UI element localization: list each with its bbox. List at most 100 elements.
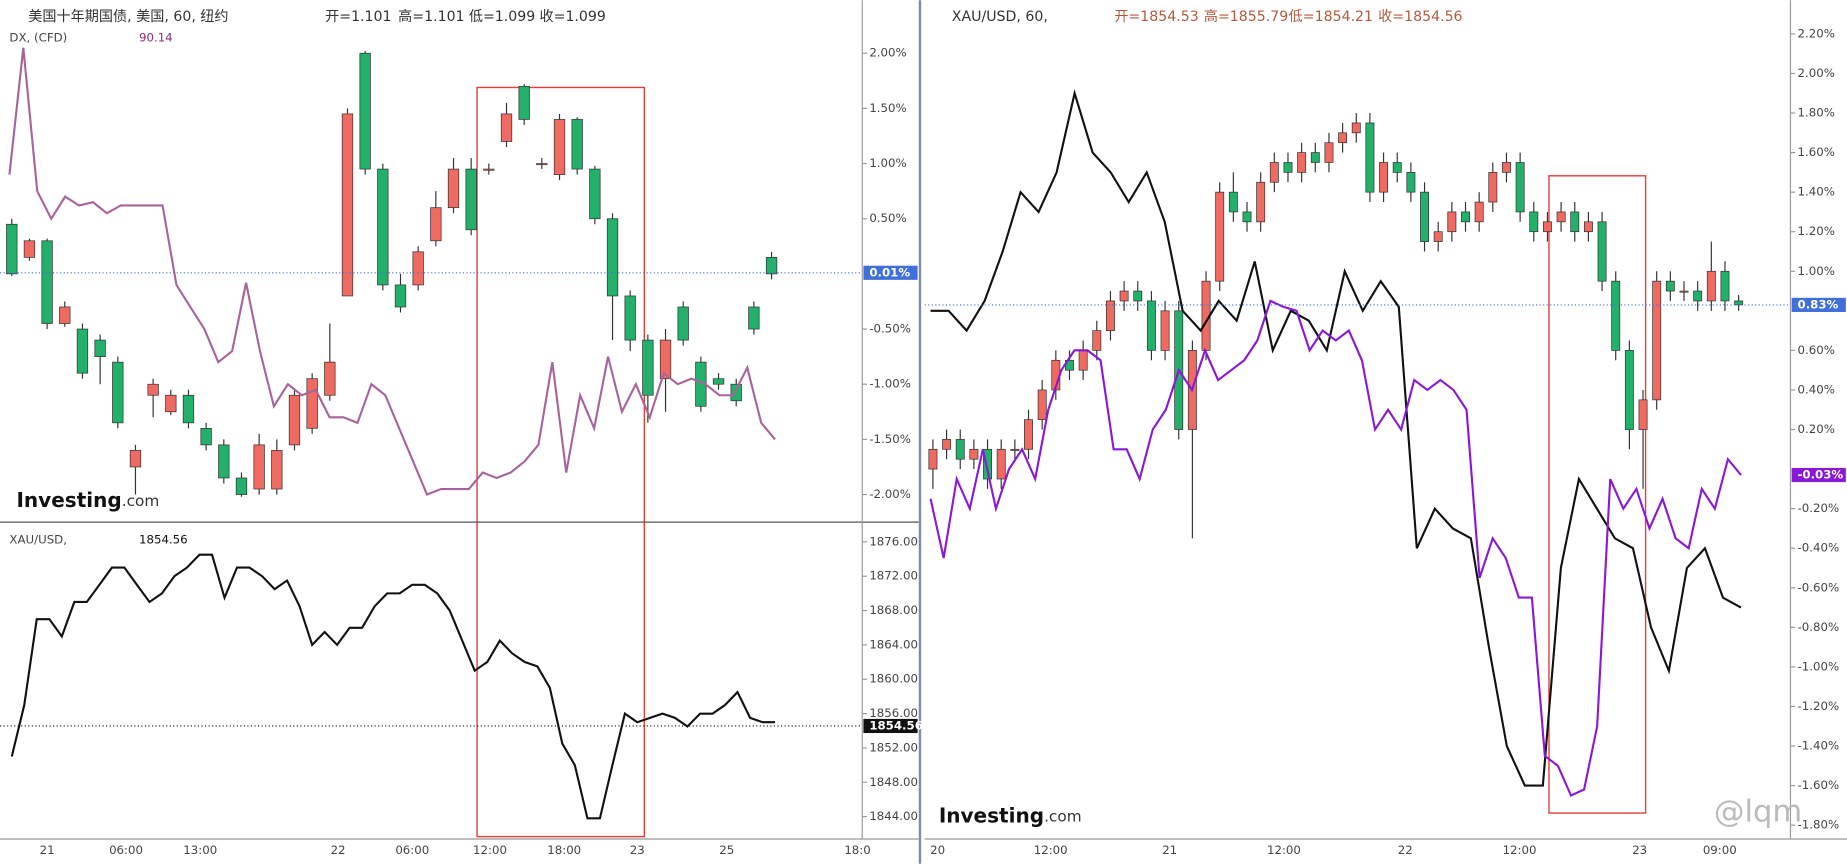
series-line bbox=[10, 553, 776, 820]
logo-main: Investing bbox=[939, 803, 1044, 827]
y-tick-label: 1860.00 bbox=[869, 672, 918, 686]
y-tick-label: 1844.00 bbox=[869, 809, 918, 823]
y-tick-label: 1852.00 bbox=[869, 740, 918, 754]
x-tick-label: 21 bbox=[40, 843, 55, 857]
series-value: 1854.56 bbox=[139, 532, 188, 546]
candle-body bbox=[1693, 290, 1703, 302]
candle-body bbox=[1297, 152, 1307, 173]
y-tick-label: 1864.00 bbox=[869, 637, 918, 651]
y-tick-label: 2.00% bbox=[869, 46, 906, 60]
ohlc: 开=1.101 bbox=[325, 9, 391, 25]
y-tick-label: -0.80% bbox=[1798, 620, 1840, 634]
candle-body bbox=[94, 339, 106, 357]
candle-body bbox=[1133, 290, 1143, 302]
candle-body bbox=[1706, 270, 1716, 302]
last-value-label: -0.03% bbox=[1798, 468, 1844, 482]
candle-body bbox=[1256, 181, 1266, 223]
y-tick-label: -1.00% bbox=[1798, 659, 1840, 673]
candle-body bbox=[447, 168, 460, 209]
candle-body bbox=[1283, 162, 1293, 173]
logo-suffix: .com bbox=[122, 491, 160, 509]
y-tick-label: -1.50% bbox=[869, 432, 911, 446]
candle-body bbox=[1583, 221, 1593, 233]
series-line bbox=[8, 47, 776, 496]
candle-body bbox=[642, 339, 654, 396]
candle-body bbox=[553, 119, 566, 175]
ohlc: 收=1.099 bbox=[539, 9, 605, 25]
candle-body bbox=[112, 361, 124, 424]
x-tick-label: 20 bbox=[930, 843, 945, 857]
candle-body bbox=[983, 448, 992, 480]
candle-body bbox=[1160, 310, 1170, 351]
y-tick-label: 2.20% bbox=[1798, 26, 1835, 40]
candle-body bbox=[1024, 419, 1033, 450]
candle-body bbox=[1119, 290, 1129, 302]
candle-body bbox=[1570, 211, 1580, 233]
candle-body bbox=[129, 450, 142, 468]
y-tick-label: 1.40% bbox=[1798, 185, 1835, 199]
y-tick-label: 1872.00 bbox=[869, 569, 918, 583]
highlight-box bbox=[476, 86, 646, 838]
candle-body bbox=[518, 85, 530, 120]
candle-body bbox=[394, 284, 407, 308]
title: XAU/USD, 60, bbox=[952, 9, 1048, 25]
candle-body bbox=[483, 168, 495, 171]
last-value-tag bbox=[1791, 297, 1846, 312]
y-tick-label: -0.40% bbox=[1798, 541, 1840, 555]
candle-body bbox=[1269, 162, 1279, 183]
candle-body bbox=[1611, 280, 1621, 351]
y-tick-label: -2.00% bbox=[869, 487, 911, 501]
candle-body bbox=[218, 444, 230, 479]
y-tick-label: -1.80% bbox=[1798, 818, 1840, 832]
candle-body bbox=[996, 448, 1006, 480]
x-tick-label: 06:00 bbox=[395, 843, 429, 857]
candle-body bbox=[1474, 201, 1484, 223]
candle-body bbox=[341, 113, 354, 297]
x-tick-label: 18:00 bbox=[547, 843, 581, 857]
candle-body bbox=[589, 168, 601, 220]
x-tick-label: 06:00 bbox=[109, 843, 143, 857]
candle-body bbox=[730, 383, 742, 402]
y-tick-label: 1.00% bbox=[869, 156, 906, 170]
candle-body bbox=[1324, 142, 1334, 163]
ohlc: 高=1.101 bbox=[398, 8, 464, 25]
candle-body bbox=[955, 439, 965, 460]
ohlc: 低=1854.21 bbox=[1289, 9, 1373, 25]
candle-body bbox=[1447, 211, 1457, 233]
candle-body bbox=[235, 477, 248, 495]
candle-body bbox=[712, 378, 725, 385]
y-tick-label: 2.00% bbox=[1798, 66, 1835, 80]
candle-body bbox=[969, 448, 979, 460]
y-tick-label: -1.00% bbox=[869, 377, 911, 391]
x-tick-label: 12:00 bbox=[1503, 843, 1537, 857]
y-tick-label: 1868.00 bbox=[869, 603, 918, 617]
candle-body bbox=[1146, 300, 1156, 351]
candle-body bbox=[1010, 448, 1020, 451]
candle-body bbox=[1351, 122, 1361, 134]
candle-body bbox=[1379, 162, 1389, 193]
candle-body bbox=[1078, 350, 1088, 371]
candle-body bbox=[606, 218, 619, 297]
candle-body bbox=[412, 251, 424, 286]
x-tick-label: 21 bbox=[1162, 843, 1177, 857]
candle-body bbox=[6, 223, 18, 275]
series-name: DX, (CFD) bbox=[9, 30, 67, 44]
x-tick-label: 09:00 bbox=[1703, 843, 1737, 857]
x-tick-label: 18:0 bbox=[844, 843, 870, 857]
x-tick-label: 23 bbox=[630, 843, 645, 857]
y-tick-label: -1.60% bbox=[1798, 778, 1840, 792]
candle-body bbox=[271, 450, 283, 490]
candle-body bbox=[1679, 290, 1689, 293]
logo: Investing.com bbox=[939, 803, 1082, 827]
y-tick-label: 1.80% bbox=[1798, 106, 1835, 120]
last-value-tag bbox=[863, 718, 918, 734]
y-tick-label: 1848.00 bbox=[869, 775, 918, 789]
y-tick-label: -1.20% bbox=[1798, 699, 1840, 713]
x-tick-label: 12:00 bbox=[473, 843, 507, 857]
candle-body bbox=[1392, 162, 1402, 173]
candle-body bbox=[1556, 211, 1566, 223]
highlight-box bbox=[1548, 175, 1647, 814]
x-tick-label: 22 bbox=[1398, 843, 1413, 857]
candle-body bbox=[500, 113, 513, 142]
